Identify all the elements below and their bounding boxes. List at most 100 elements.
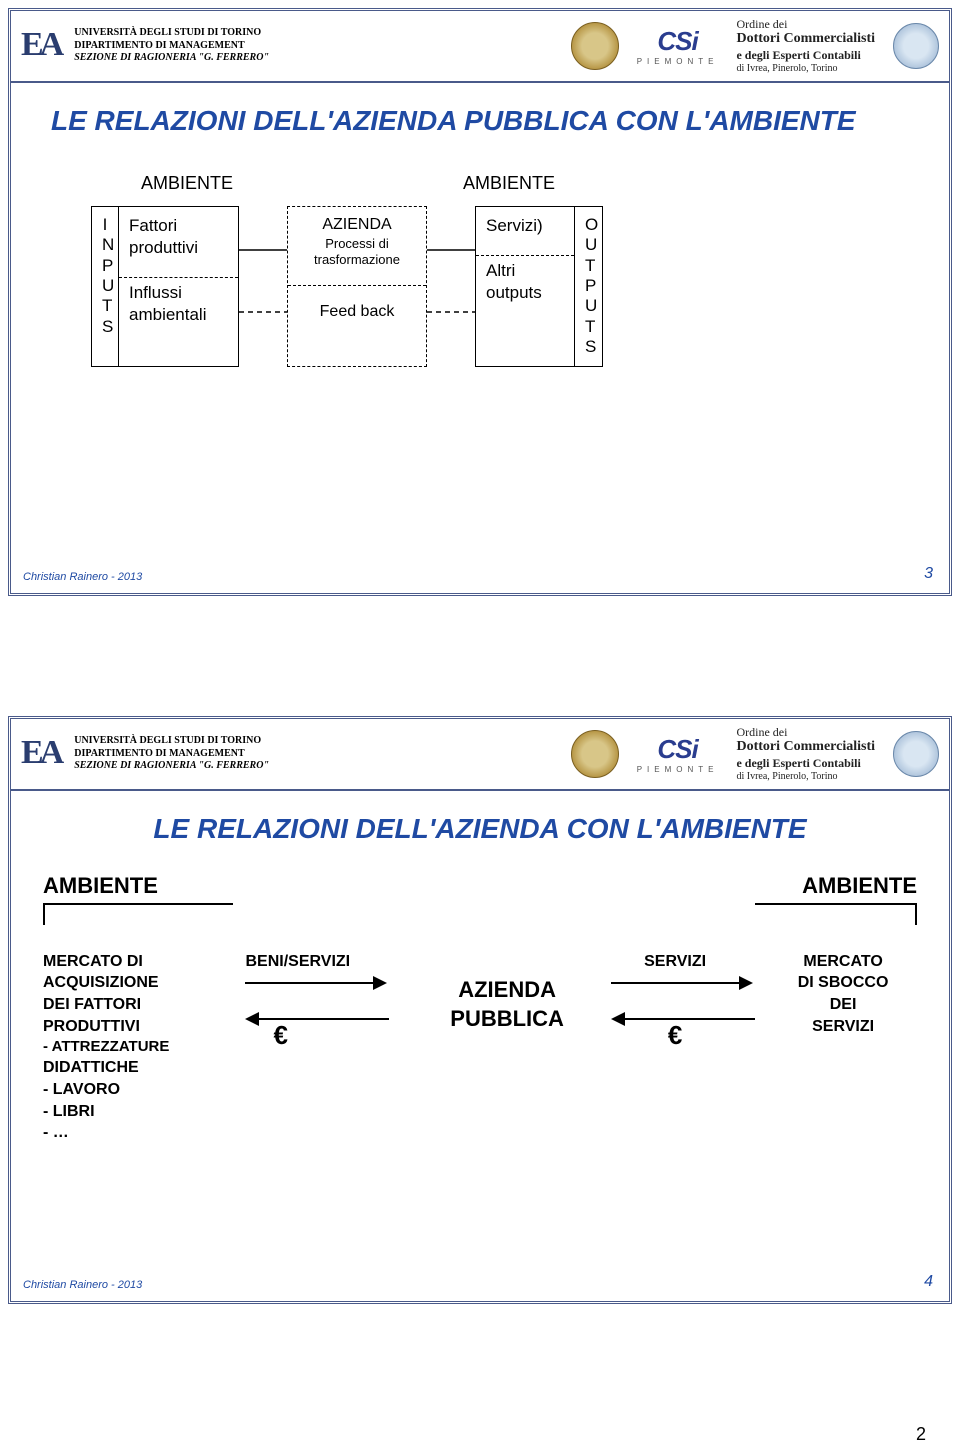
slide-title: LE RELAZIONI DELL'AZIENDA CON L'AMBIENTE	[11, 791, 949, 853]
slide-header: EA UNIVERSITÀ DEGLI STUDI DI TORINO DIPA…	[11, 11, 949, 83]
col-arrows-right: SERVIZI €	[611, 951, 739, 1054]
c1-1: ACQUISIZIONE	[43, 972, 215, 994]
inputs-col: I N P U T S	[91, 206, 119, 367]
col-sbocco: MERCATO DI SBOCCO DEI SERVIZI	[769, 951, 917, 1037]
c1-0: MERCATO DI	[43, 951, 215, 973]
env-right: AMBIENTE	[802, 873, 917, 899]
logo-row: CSi PIEMONTE Ordine dei Dottori Commerci…	[571, 725, 939, 783]
ord-4: di Ivrea, Pinerolo, Torino	[736, 771, 875, 783]
c5-3: SERVIZI	[769, 1016, 917, 1038]
servizi-label: SERVIZI	[611, 951, 739, 973]
c5-0: MERCATO	[769, 951, 917, 973]
in-5: S	[102, 317, 108, 337]
out-0: O	[585, 215, 592, 235]
ea-logo: EA	[21, 738, 60, 769]
university-seal-icon	[571, 730, 619, 778]
inputs-bot: Influssi ambientali	[129, 282, 228, 326]
euro-left: €	[273, 1018, 403, 1053]
page-number: 2	[8, 1424, 952, 1445]
slide-2-body: MERCATO DI ACQUISIZIONE DEI FATTORI PROD…	[11, 925, 949, 1144]
center-2: PUBBLICA	[433, 1004, 581, 1034]
uni-line-3: SEZIONE DI RAGIONERIA "G. FERRERO"	[74, 52, 269, 65]
outputs-col: O U T P U T S	[575, 206, 603, 367]
c1-7: - LIBRI	[43, 1101, 215, 1123]
uni-line-1: UNIVERSITÀ DEGLI STUDI DI TORINO	[74, 27, 269, 40]
ordine-text: Ordine dei Dottori Commercialisti e degl…	[736, 725, 875, 783]
env-labels: AMBIENTE AMBIENTE	[141, 173, 909, 194]
uni-line-1: UNIVERSITÀ DEGLI STUDI DI TORINO	[74, 735, 269, 748]
csi-logo: CSi PIEMONTE	[637, 26, 719, 66]
out-bot: Altri outputs	[486, 260, 564, 304]
uni-line-2: DIPARTIMENTO DI MANAGEMENT	[74, 40, 269, 53]
inputs-top: Fattori produttivi	[129, 215, 228, 259]
uni-line-2: DIPARTIMENTO DI MANAGEMENT	[74, 748, 269, 761]
csi-sub: PIEMONTE	[637, 57, 719, 66]
out-1: U	[585, 235, 592, 255]
out-5: T	[585, 317, 592, 337]
ordine-text: Ordine dei Dottori Commercialisti e degl…	[736, 17, 875, 75]
c1-2: DEI FATTORI	[43, 994, 215, 1016]
out-2: T	[585, 256, 592, 276]
center-1: AZIENDA	[298, 215, 416, 236]
c1-6: - LAVORO	[43, 1079, 215, 1101]
uni-line-3: SEZIONE DI RAGIONERIA "G. FERRERO"	[74, 760, 269, 773]
footer-text: Christian Rainero - 2013	[23, 571, 142, 583]
university-text: UNIVERSITÀ DEGLI STUDI DI TORINO DIPARTI…	[74, 27, 269, 65]
center-dash	[288, 285, 426, 286]
bracket-left-icon	[43, 903, 233, 925]
csi-sub: PIEMONTE	[637, 765, 719, 774]
c1-5: DIDATTICHE	[43, 1057, 215, 1079]
in-1: N	[102, 235, 108, 255]
slide-2: EA UNIVERSITÀ DEGLI STUDI DI TORINO DIPA…	[8, 716, 952, 1304]
bracket-row	[11, 903, 949, 925]
center-3: Feed back	[298, 302, 416, 323]
ord-2: Dottori Commercialisti	[736, 31, 875, 48]
col-acquisition: MERCATO DI ACQUISIZIONE DEI FATTORI PROD…	[43, 951, 215, 1144]
c5-1: DI SBOCCO	[769, 972, 917, 994]
out-top: Servizi)	[486, 215, 564, 237]
dash-line	[119, 277, 238, 278]
slide-1: EA UNIVERSITÀ DEGLI STUDI DI TORINO DIPA…	[8, 8, 952, 596]
euro-right: €	[611, 1018, 739, 1053]
env-row-2: AMBIENTE AMBIENTE	[11, 853, 949, 903]
footer-text: Christian Rainero - 2013	[23, 1279, 142, 1291]
center-1: AZIENDA	[433, 975, 581, 1005]
logo-row: CSi PIEMONTE Ordine dei Dottori Commerci…	[571, 17, 939, 75]
csi-logo: CSi PIEMONTE	[637, 734, 719, 774]
diagram-1: I N P U T S Fattori produttivi Influssi …	[91, 206, 909, 367]
slide-number: 3	[924, 565, 933, 583]
env-right: AMBIENTE	[463, 173, 555, 194]
center-box: AZIENDA Processi di trasformazione Feed …	[287, 206, 427, 367]
in-4: T	[102, 296, 108, 316]
c5-2: DEI	[769, 994, 917, 1016]
bracket-right-icon	[755, 903, 917, 925]
col-arrows-left: BENI/SERVIZI €	[245, 951, 403, 1054]
out-6: S	[585, 337, 592, 357]
in-3: U	[102, 276, 108, 296]
university-text: UNIVERSITÀ DEGLI STUDI DI TORINO DIPARTI…	[74, 735, 269, 773]
slide-footer: Christian Rainero - 2013 3	[11, 561, 949, 589]
out-3: P	[585, 276, 592, 296]
connector-1	[239, 206, 287, 367]
slide-number: 4	[924, 1273, 933, 1291]
ord-3: e degli Esperti Contabili	[736, 48, 875, 62]
c1-3: PRODUTTIVI	[43, 1016, 215, 1038]
csi-word: CSi	[657, 734, 697, 765]
center-2: Processi di trasformazione	[298, 236, 416, 270]
c1-8: - …	[43, 1122, 215, 1144]
outputs-desc: Servizi) Altri outputs	[475, 206, 575, 367]
badge-icon	[893, 23, 939, 69]
out-4: U	[585, 296, 592, 316]
slide-footer: Christian Rainero - 2013 4	[11, 1269, 949, 1297]
ea-logo: EA	[21, 30, 60, 61]
dash-line-2	[476, 255, 574, 256]
university-seal-icon	[571, 22, 619, 70]
beni-servizi-label: BENI/SERVIZI	[245, 951, 403, 973]
badge-icon	[893, 731, 939, 777]
ord-1: Ordine dei	[736, 17, 875, 31]
connector-lines-icon	[427, 226, 475, 346]
ord-3: e degli Esperti Contabili	[736, 756, 875, 770]
env-left: AMBIENTE	[141, 173, 233, 194]
in-2: P	[102, 256, 108, 276]
ord-4: di Ivrea, Pinerolo, Torino	[736, 63, 875, 75]
